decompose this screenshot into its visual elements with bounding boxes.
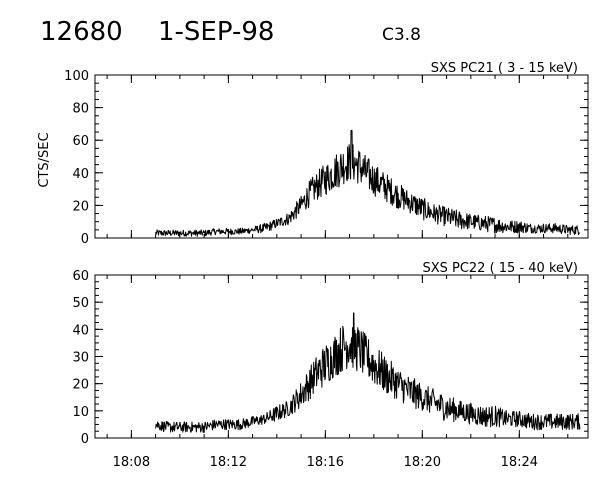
panel-title: SXS PC22 ( 15 - 40 keV) [422, 261, 578, 276]
x-tick-label: 18:24 [501, 455, 538, 470]
y-tick-label: 0 [81, 232, 89, 247]
count-rate-trace [155, 129, 580, 237]
x-tick-label: 18:20 [404, 455, 441, 470]
y-tick-label: 60 [72, 134, 89, 149]
y-tick-label: 20 [72, 199, 89, 214]
x-tick-label: 18:08 [113, 455, 150, 470]
y-tick-label: 100 [64, 69, 89, 84]
panel-pc21: SXS PC21 ( 3 - 15 keV) CTS/SEC 0 20 40 60 80… [37, 61, 589, 247]
y-tick-label: 40 [72, 167, 89, 182]
event-id: 12680 [40, 17, 123, 47]
y-tick-label: 80 [72, 102, 89, 117]
y-axis-label: CTS/SEC [37, 132, 52, 187]
date-label: 1-SEP-98 [158, 17, 274, 47]
y-tick-label: 10 [72, 405, 89, 420]
y-tick-label: 0 [81, 432, 89, 447]
x-tick-label: 18:16 [307, 455, 344, 470]
y-tick-label: 20 [72, 378, 89, 393]
x-tick-label: 18:12 [210, 455, 247, 470]
y-tick-label: 50 [72, 296, 89, 311]
y-tick-label: 40 [72, 323, 89, 338]
flare-class: C3.8 [382, 25, 421, 45]
count-rate-trace [155, 312, 581, 433]
y-tick-label: 30 [72, 351, 89, 366]
panel-title: SXS PC21 ( 3 - 15 keV) [431, 61, 578, 76]
y-tick-label: 60 [72, 269, 89, 284]
panel-pc22: SXS PC22 ( 15 - 40 keV) 0 10 20 30 40 50 60 18:… [72, 261, 589, 470]
